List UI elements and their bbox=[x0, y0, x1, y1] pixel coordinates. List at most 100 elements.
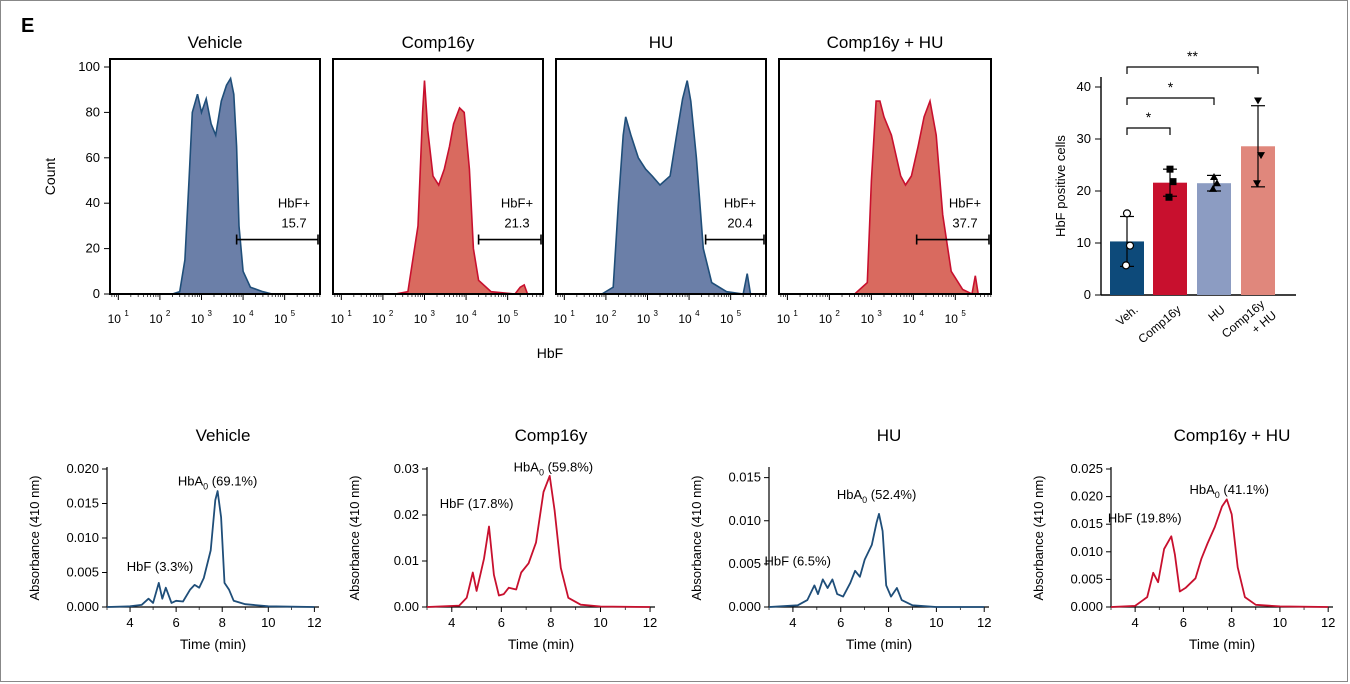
bar-y-tick-label: 30 bbox=[1077, 131, 1091, 146]
hplc-title: Vehicle bbox=[196, 426, 251, 445]
flow-title: Comp16y bbox=[402, 33, 475, 52]
histogram-area bbox=[118, 76, 320, 295]
hplc-y-tick-label: 0.00 bbox=[394, 599, 419, 614]
chromatogram-trace bbox=[768, 513, 985, 608]
hplc-x-tick-label: 6 bbox=[498, 615, 505, 630]
gate-value: 15.7 bbox=[281, 216, 306, 231]
chromatogram-trace bbox=[426, 475, 651, 608]
bar-y-tick-label: 20 bbox=[1077, 183, 1091, 198]
category-label: HU bbox=[1205, 302, 1227, 324]
significance-bracket bbox=[1126, 66, 1259, 74]
category-label: Veh. bbox=[1113, 302, 1140, 328]
hplc-title: HU bbox=[877, 426, 902, 445]
x-tick-exponent: 4 bbox=[472, 309, 477, 318]
hplc-x-tick-label: 6 bbox=[173, 615, 180, 630]
peak-annotation: HbA0 (52.4%) bbox=[837, 487, 916, 505]
significance-label: ** bbox=[1187, 48, 1198, 64]
x-tick-label: 10 bbox=[497, 312, 511, 326]
x-tick-label: 10 bbox=[554, 312, 568, 326]
plot-frame bbox=[332, 58, 544, 295]
x-tick-label: 10 bbox=[861, 312, 875, 326]
x-tick-exponent: 5 bbox=[961, 309, 966, 318]
hplc-y-tick-label: 0.000 bbox=[1070, 599, 1103, 614]
x-tick-exponent: 1 bbox=[570, 309, 575, 318]
x-tick-label: 10 bbox=[903, 312, 917, 326]
peak-annotation: HbF (17.8%) bbox=[440, 496, 514, 511]
hplc-x-tick-label: 10 bbox=[593, 615, 607, 630]
data-point bbox=[1125, 241, 1135, 250]
gate-label: HbF+ bbox=[949, 196, 981, 211]
x-tick-label: 10 bbox=[678, 312, 692, 326]
x-tick-label: 10 bbox=[777, 312, 791, 326]
hplc-y-tick-label: 0.01 bbox=[394, 553, 419, 568]
hplc-x-tick-label: 10 bbox=[261, 615, 275, 630]
data-point bbox=[1165, 193, 1173, 201]
hplc-y-tick-label: 0.010 bbox=[1070, 544, 1103, 559]
data-point bbox=[1169, 178, 1177, 186]
hplc-y-tick-label: 0.015 bbox=[1070, 516, 1103, 531]
flow-title: Comp16y + HU bbox=[827, 33, 944, 52]
x-tick-exponent: 5 bbox=[291, 309, 296, 318]
x-tick-exponent: 2 bbox=[389, 309, 394, 318]
chromatogram-trace bbox=[1110, 498, 1329, 608]
x-tick-exponent: 3 bbox=[877, 309, 882, 318]
category-label: Comp16y bbox=[1135, 302, 1183, 346]
y-tick-label: 80 bbox=[86, 104, 100, 119]
bar-y-tick-label: 40 bbox=[1077, 79, 1091, 94]
data-point bbox=[1210, 172, 1218, 180]
x-tick-exponent: 3 bbox=[653, 309, 658, 318]
x-tick-exponent: 2 bbox=[835, 309, 840, 318]
data-point bbox=[1166, 165, 1174, 173]
x-tick-label: 10 bbox=[819, 312, 833, 326]
y-tick-label: 20 bbox=[86, 241, 100, 256]
x-tick-exponent: 4 bbox=[919, 309, 924, 318]
histogram-area bbox=[341, 80, 543, 295]
hplc-y-tick-label: 0.005 bbox=[1070, 571, 1103, 586]
category-label-group: Comp16y+ HU bbox=[1219, 297, 1279, 341]
x-tick-exponent: 3 bbox=[207, 309, 212, 318]
x-tick-label: 10 bbox=[191, 312, 205, 326]
data-point bbox=[1257, 152, 1265, 160]
significance-bracket bbox=[1126, 97, 1215, 105]
bar-y-axis-label: HbF positive cells bbox=[1053, 135, 1068, 237]
x-tick-exponent: 3 bbox=[430, 309, 435, 318]
bar-y-tick-label: 0 bbox=[1084, 287, 1091, 302]
x-tick-label: 10 bbox=[414, 312, 428, 326]
peak-annotation: HbF (3.3%) bbox=[127, 559, 193, 574]
hplc-x-tick-label: 4 bbox=[448, 615, 455, 630]
hplc-x-axis-label: Time (min) bbox=[1189, 636, 1255, 652]
hplc-y-tick-label: 0.000 bbox=[728, 599, 761, 614]
gate-label: HbF+ bbox=[501, 196, 533, 211]
bar bbox=[1153, 182, 1187, 295]
peak-annotation: HbF (6.5%) bbox=[764, 554, 830, 569]
hplc-title: Comp16y bbox=[515, 426, 588, 445]
hplc-x-tick-label: 8 bbox=[547, 615, 554, 630]
plot-frame bbox=[555, 58, 767, 295]
histogram-area bbox=[787, 98, 991, 296]
bar-y-tick-label: 10 bbox=[1077, 235, 1091, 250]
category-label-group: Veh. bbox=[1113, 302, 1140, 328]
significance-label: * bbox=[1146, 109, 1152, 125]
significance-bracket bbox=[1126, 127, 1171, 135]
x-tick-label: 10 bbox=[455, 312, 469, 326]
hplc-y-tick-label: 0.010 bbox=[728, 513, 761, 528]
hplc-x-axis-label: Time (min) bbox=[846, 636, 912, 652]
data-point bbox=[1122, 209, 1132, 218]
x-tick-exponent: 1 bbox=[793, 309, 798, 318]
peak-annotation: HbF (19.8%) bbox=[1108, 511, 1182, 526]
hplc-y-axis-label: Absorbance (410 nm) bbox=[689, 475, 704, 600]
gate-label: HbF+ bbox=[724, 196, 756, 211]
x-tick-exponent: 1 bbox=[124, 309, 129, 318]
plot-frame bbox=[778, 58, 992, 295]
y-tick-label: 0 bbox=[93, 286, 100, 301]
hplc-x-tick-label: 4 bbox=[1132, 615, 1139, 630]
gate-value: 21.3 bbox=[504, 216, 529, 231]
peak-annotation: HbA0 (41.1%) bbox=[1190, 482, 1269, 500]
chromatogram-trace bbox=[106, 490, 315, 608]
histogram-area bbox=[564, 80, 766, 295]
bar bbox=[1197, 183, 1231, 295]
category-label-group: Comp16y bbox=[1135, 302, 1183, 346]
flow-title: Vehicle bbox=[188, 33, 243, 52]
